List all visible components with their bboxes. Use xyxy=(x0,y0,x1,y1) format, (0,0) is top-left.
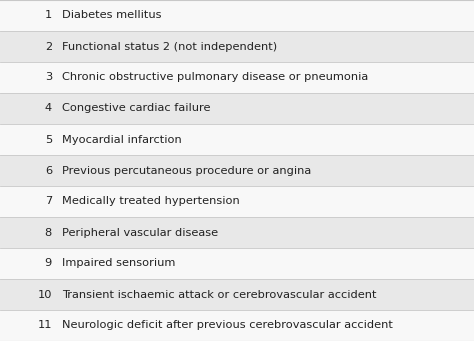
Text: Impaired sensorium: Impaired sensorium xyxy=(62,258,175,268)
Bar xyxy=(0,62,474,93)
Bar xyxy=(0,124,474,155)
Bar xyxy=(0,186,474,217)
Text: 6: 6 xyxy=(45,165,52,176)
Bar xyxy=(0,31,474,62)
Bar xyxy=(0,310,474,341)
Bar xyxy=(0,279,474,310)
Text: 5: 5 xyxy=(45,134,52,145)
Text: 1: 1 xyxy=(45,11,52,20)
Text: 3: 3 xyxy=(45,73,52,83)
Text: Medically treated hypertension: Medically treated hypertension xyxy=(62,196,240,207)
Text: Previous percutaneous procedure or angina: Previous percutaneous procedure or angin… xyxy=(62,165,311,176)
Text: 9: 9 xyxy=(45,258,52,268)
Text: 11: 11 xyxy=(37,321,52,330)
Text: Chronic obstructive pulmonary disease or pneumonia: Chronic obstructive pulmonary disease or… xyxy=(62,73,368,83)
Text: Diabetes mellitus: Diabetes mellitus xyxy=(62,11,162,20)
Text: 10: 10 xyxy=(37,290,52,299)
Text: 7: 7 xyxy=(45,196,52,207)
Text: Peripheral vascular disease: Peripheral vascular disease xyxy=(62,227,218,237)
Text: 8: 8 xyxy=(45,227,52,237)
Bar xyxy=(0,217,474,248)
Text: Myocardial infarction: Myocardial infarction xyxy=(62,134,182,145)
Text: Neurologic deficit after previous cerebrovascular accident: Neurologic deficit after previous cerebr… xyxy=(62,321,393,330)
Text: Functional status 2 (not independent): Functional status 2 (not independent) xyxy=(62,42,277,51)
Bar xyxy=(0,248,474,279)
Text: 4: 4 xyxy=(45,104,52,114)
Bar xyxy=(0,0,474,31)
Text: Congestive cardiac failure: Congestive cardiac failure xyxy=(62,104,210,114)
Bar xyxy=(0,155,474,186)
Bar xyxy=(0,93,474,124)
Text: Transient ischaemic attack or cerebrovascular accident: Transient ischaemic attack or cerebrovas… xyxy=(62,290,377,299)
Text: 2: 2 xyxy=(45,42,52,51)
